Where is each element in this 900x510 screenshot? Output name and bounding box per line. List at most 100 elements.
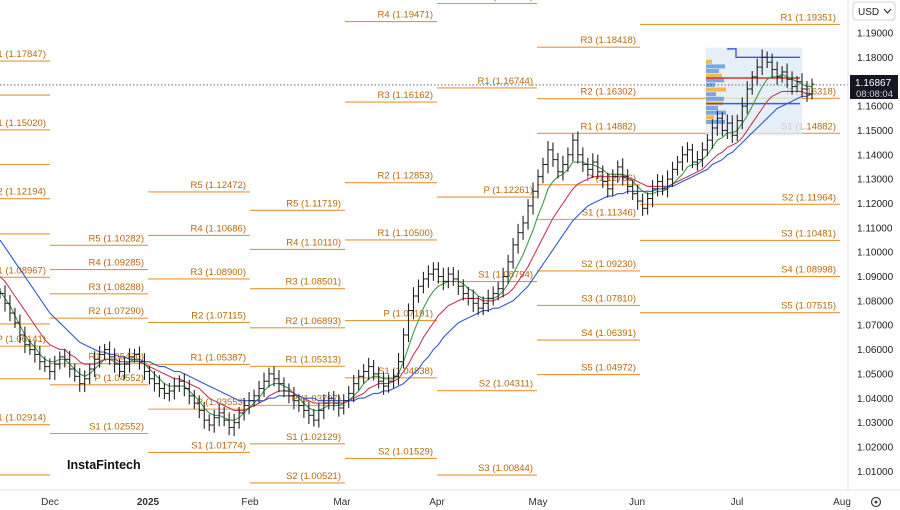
price-bar: [440, 267, 446, 291]
pivot-level-label: S2 (1.00521): [286, 471, 341, 482]
time-axis-tick: Dec: [41, 497, 59, 508]
price-axis-tick: 1.03000: [857, 418, 894, 429]
price-bar: [575, 131, 581, 164]
pivot-level-label: R2 (1.07115): [191, 310, 246, 321]
price-bar: [37, 346, 43, 371]
profile-bin: [706, 110, 726, 115]
pivot-level-label: R1 (1.05313): [286, 354, 341, 365]
price-bar: [316, 402, 322, 428]
price-bar: [679, 146, 685, 171]
time-axis-tick: Feb: [241, 497, 259, 508]
pivot-level-label: R3 (1.18418): [581, 35, 636, 46]
price-bar: [171, 377, 177, 400]
price-bar: [321, 394, 327, 420]
currency-selector[interactable]: USD: [852, 1, 896, 21]
price-axis-tick: 1.13000: [857, 175, 894, 186]
price-bar: [739, 97, 745, 130]
price-bar: [689, 143, 695, 169]
price-bar: [156, 375, 162, 398]
price-bar: [505, 254, 511, 284]
price-bar: [241, 397, 247, 421]
price-bar: [191, 389, 197, 410]
price-bar: [127, 348, 133, 373]
pivot-level-label: S1 (1.08794): [478, 270, 533, 281]
price-bar: [620, 158, 626, 186]
price-bar: [610, 169, 616, 197]
pivot-level-label: S5 (1.07515): [781, 301, 836, 312]
price-bar: [475, 296, 481, 316]
price-bar: [774, 61, 780, 85]
pivot-level-label: P (1.04552): [95, 373, 144, 384]
price-bar: [714, 110, 720, 136]
price-bar: [311, 408, 317, 427]
pivot-level-label: S4 (1.06391): [581, 328, 636, 339]
price-bar: [560, 155, 566, 181]
price-bar: [630, 180, 636, 201]
price-axis-tick: 1.08000: [857, 296, 894, 307]
price-bar: [515, 223, 521, 254]
price-bar: [590, 153, 596, 179]
price-bar: [281, 377, 287, 398]
price-bar: [256, 380, 262, 404]
pivot-level-label: S2 (1.11964): [782, 192, 836, 203]
price-bar: [291, 387, 297, 410]
pivot-level-label: S1 (1.11346): [582, 207, 636, 218]
price-bar: [600, 165, 606, 188]
pivot-level-label: S3 (1.10481): [781, 228, 836, 239]
price-bar: [749, 70, 755, 95]
price-bar: [605, 172, 611, 198]
price-bar: [87, 363, 93, 385]
profile-high-line: [727, 48, 800, 59]
pivot-level-label: R4 (1.09285): [89, 258, 144, 269]
pivot-level-label: R1 (1.14882): [581, 121, 636, 132]
price-bar: [465, 286, 471, 306]
price-bars: [0, 49, 815, 437]
price-axis-tick: 1.05000: [857, 369, 894, 380]
price-bar: [525, 199, 531, 230]
price-axis-tick: 1.11000: [857, 223, 893, 234]
price-axis-tick: 1.07000: [857, 321, 894, 332]
pivot-level-label: S4 (1.08998): [781, 265, 836, 276]
price-bar: [540, 157, 546, 184]
settings-button[interactable]: [870, 496, 882, 508]
price-bar: [435, 262, 441, 284]
price-bar: [550, 142, 556, 167]
watermark: InstaFintech: [62, 452, 141, 476]
price-bar: [107, 341, 113, 365]
price-bar: [495, 281, 501, 301]
price-bar: [62, 348, 68, 368]
price-bar: [665, 170, 671, 198]
time-axis-tick: Mar: [333, 497, 351, 508]
price-bar: [132, 348, 138, 363]
price-bar: [645, 192, 651, 215]
pivot-level-label: R4 (1.19471): [378, 10, 433, 21]
pivot-level-label: P (1.06141): [0, 334, 46, 345]
profile-bin: [706, 87, 726, 92]
price-bar: [0, 288, 3, 299]
watermark-text: InstaFintech: [67, 458, 141, 472]
gear-icon: [870, 496, 882, 508]
price-bar: [206, 414, 212, 432]
last-price-tag: 1.16867 08:08:04: [850, 75, 898, 100]
price-bar: [52, 355, 58, 380]
price-bar: [236, 406, 242, 429]
price-bar: [366, 357, 372, 381]
price-bar: [704, 134, 710, 156]
pivot-level-label: P (1.12261): [484, 185, 533, 196]
price-bar: [356, 369, 362, 391]
price-bar: [789, 71, 795, 95]
price-bar: [430, 262, 436, 281]
price-axis-ticks: 1.190001.180001.170001.160001.150001.140…: [857, 29, 894, 478]
price-bar: [779, 66, 785, 83]
price-bar: [674, 155, 680, 176]
price-axis-panel: [848, 0, 900, 490]
price-bar: [72, 363, 78, 382]
price-bar: [804, 81, 810, 102]
pivot-level-label: R4 (1.10686): [191, 223, 246, 234]
pivot-level-label: R2 (1.07290): [89, 306, 144, 317]
price-bar: [754, 58, 760, 86]
price-bar: [650, 180, 656, 208]
price-bar: [57, 351, 63, 370]
price-bar: [351, 374, 357, 403]
